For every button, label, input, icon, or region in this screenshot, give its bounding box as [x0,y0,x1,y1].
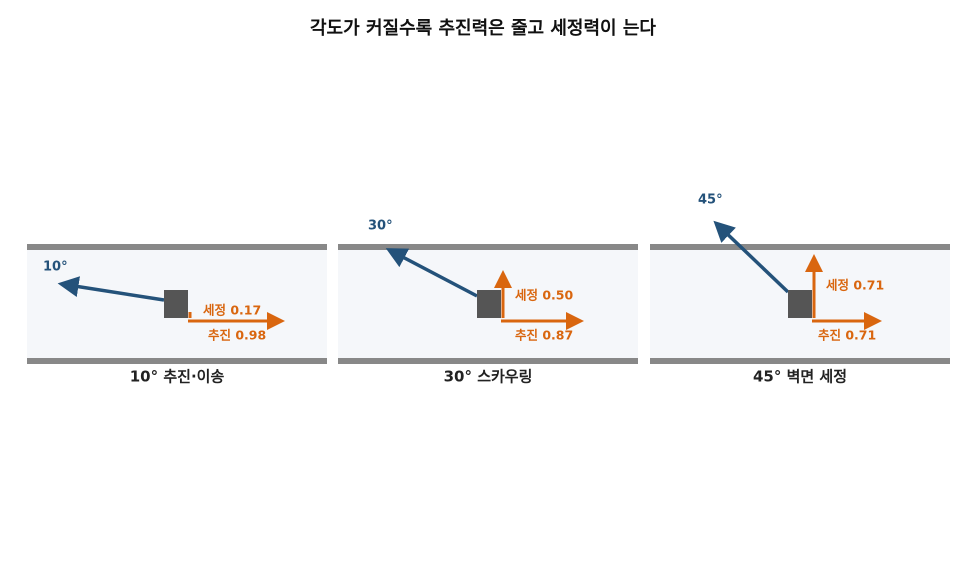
jet-arrow [385,248,478,298]
nozzle [788,290,812,318]
thrust-label: 추진 0.98 [208,328,266,343]
panel: 10° 세정 0.17 추진 0.98 10° 추진·이송 [27,244,327,386]
nozzle [164,290,188,318]
angle-label: 30° [368,219,393,234]
jet-arrow [57,276,165,302]
caption: 10° 추진·이송 [130,368,225,386]
thrust-label: 추진 0.71 [818,328,876,343]
angle-label: 45° [698,193,723,208]
panel: 45° 세정 0.71 추진 0.71 45° 벽면 세정 [650,193,950,386]
caption: 30° 스카우링 [444,368,533,386]
jet-arrow [713,220,790,294]
thrust-label: 추진 0.87 [515,328,573,343]
wash-label: 세정 0.50 [515,288,573,303]
caption: 45° 벽면 세정 [753,368,847,386]
angle-label: 10° [43,260,68,275]
panel: 30° 세정 0.50 추진 0.87 30° 스카우링 [338,219,638,386]
nozzle [477,290,501,318]
title: 각도가 커질수록 추진력은 줄고 세정력이 는다 [310,18,656,39]
wash-label: 세정 0.71 [826,278,884,293]
wash-label: 세정 0.17 [203,303,261,318]
